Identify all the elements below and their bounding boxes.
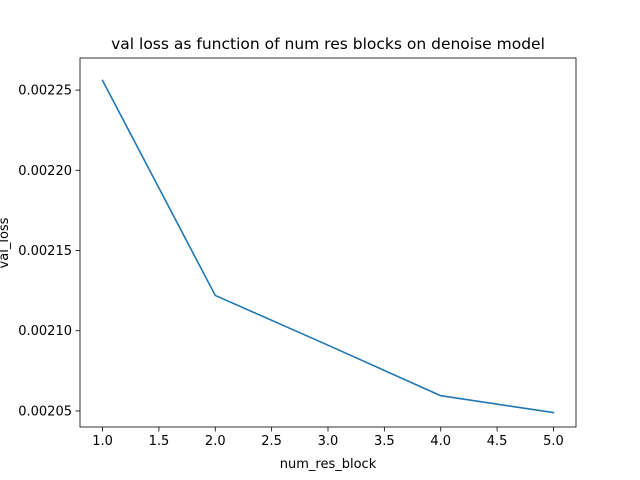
x-tick-label: 3.5 — [374, 434, 395, 449]
series-layer — [101, 79, 555, 414]
x-axis-label: num_res_block — [280, 457, 377, 472]
x-tick-label: 1.5 — [149, 434, 170, 449]
y-axis-label: val_loss — [0, 217, 12, 268]
x-tick-label: 2.0 — [205, 434, 226, 449]
y-tick-label: 0.00205 — [18, 404, 72, 419]
x-tick-label: 1.0 — [92, 434, 113, 449]
x-tick-label: 5.0 — [543, 434, 564, 449]
y-axis: 0.00205 0.00210 0.00215 0.00220 0.00225 — [18, 84, 80, 419]
y-tick-label: 0.00225 — [18, 84, 72, 99]
x-tick-label: 4.0 — [430, 434, 451, 449]
y-tick-label: 0.00215 — [18, 244, 72, 259]
x-tick-label: 3.0 — [318, 434, 339, 449]
y-tick-label: 0.00220 — [18, 164, 72, 179]
x-tick-label: 2.5 — [261, 434, 282, 449]
chart-title: val loss as function of num res blocks o… — [111, 35, 545, 53]
y-tick-label: 0.00210 — [18, 324, 72, 339]
series-line-0 — [101, 79, 555, 414]
x-tick-label: 4.5 — [487, 434, 508, 449]
x-axis: 1.0 1.5 2.0 2.5 3.0 3.5 4.0 4.5 5.0 — [92, 427, 564, 449]
